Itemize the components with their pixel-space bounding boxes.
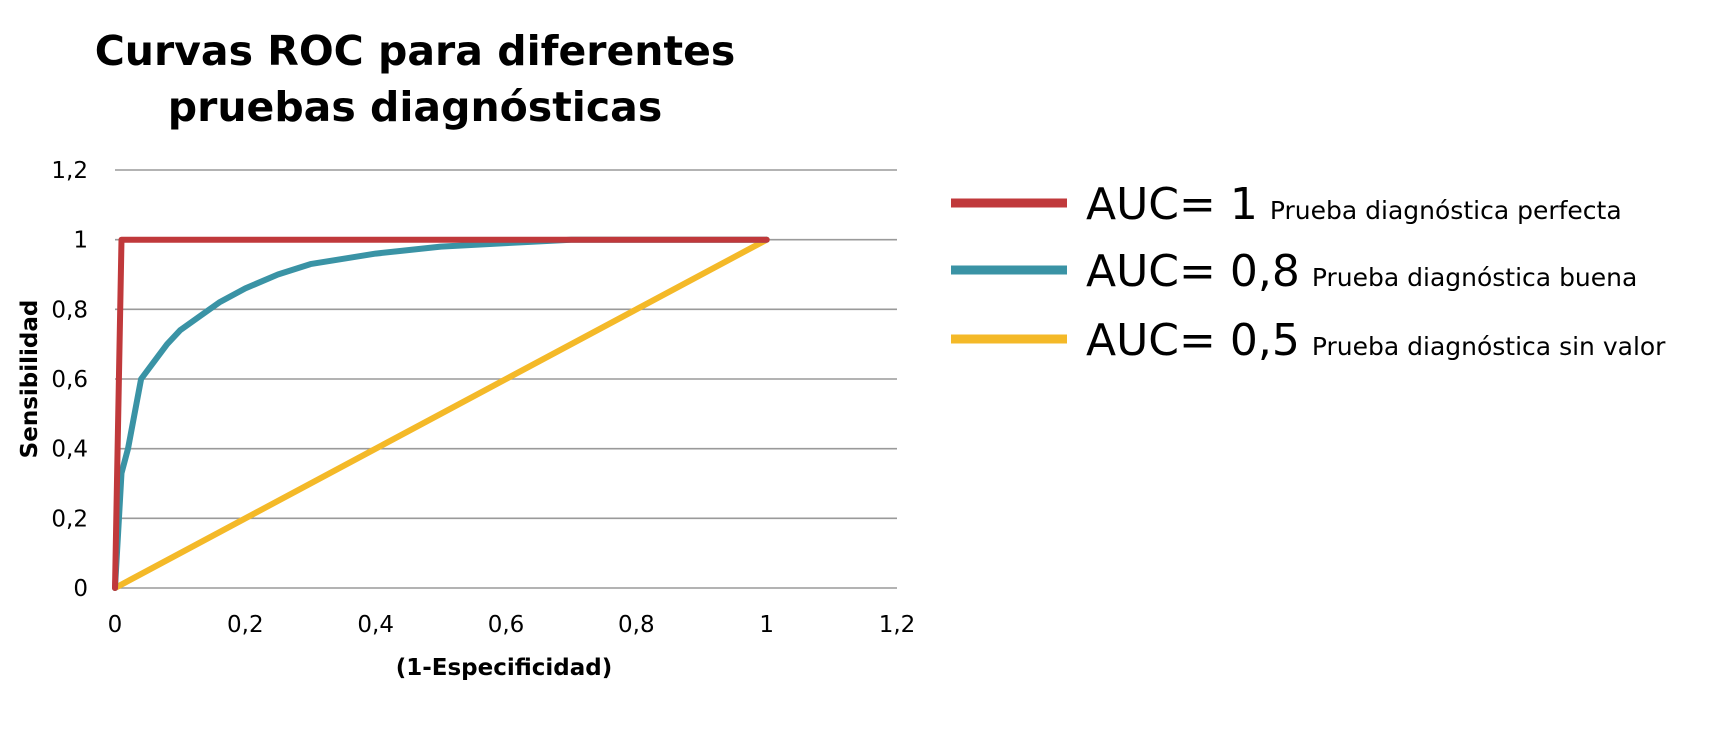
x-tick-label: 0,8 [618,612,655,638]
series-lines [112,236,770,591]
legend-description: Prueba diagnóstica sin valor [1312,332,1666,361]
series-line-3 [112,236,770,591]
legend: AUC= 1 Prueba diagnóstica perfecta AUC= 0,… [951,179,1666,366]
y-tick-label: 0,2 [51,506,88,532]
y-tick-labels: 0 0,2 0,4 0,6 0,8 1 1,2 [51,158,88,602]
legend-auc-label: AUC= 0,5 [1086,315,1300,366]
series-line-1 [112,236,770,591]
chart-title-line-2: pruebas diagnósticas [168,83,662,131]
legend-description: Prueba diagnóstica perfecta [1270,196,1622,225]
legend-auc-label: AUC= 1 [1086,179,1258,230]
y-tick-label: 1 [73,228,88,254]
x-tick-labels: 0 0,2 0,4 0,6 0,8 1 1,2 [108,612,916,638]
chart-title-line-1: Curvas ROC para diferentes [95,27,736,75]
legend-entry-3: AUC= 0,5 Prueba diagnóstica sin valor [1086,315,1666,366]
x-tick-label: 0,6 [488,612,525,638]
x-tick-label: 0 [108,612,123,638]
y-tick-label: 0,6 [51,367,88,393]
legend-auc-label: AUC= 0,8 [1086,246,1300,297]
x-tick-label: 0,4 [357,612,394,638]
y-tick-label: 0,4 [51,437,88,463]
x-tick-label: 1,2 [879,612,916,638]
x-axis-label: (1-Especificidad) [396,655,613,681]
x-tick-label: 1 [759,612,774,638]
y-axis-label: Sensibilidad [17,300,43,459]
x-tick-label: 0,2 [227,612,264,638]
y-tick-label: 1,2 [51,158,88,184]
y-tick-label: 0,8 [51,297,88,323]
legend-entry-2: AUC= 0,8 Prueba diagnóstica buena [1086,246,1637,297]
legend-description: Prueba diagnóstica buena [1312,263,1637,292]
chart-title: Curvas ROC para diferentes pruebas diagnó… [95,27,736,131]
legend-entry-1: AUC= 1 Prueba diagnóstica perfecta [1086,179,1622,230]
y-tick-label: 0 [73,576,88,602]
